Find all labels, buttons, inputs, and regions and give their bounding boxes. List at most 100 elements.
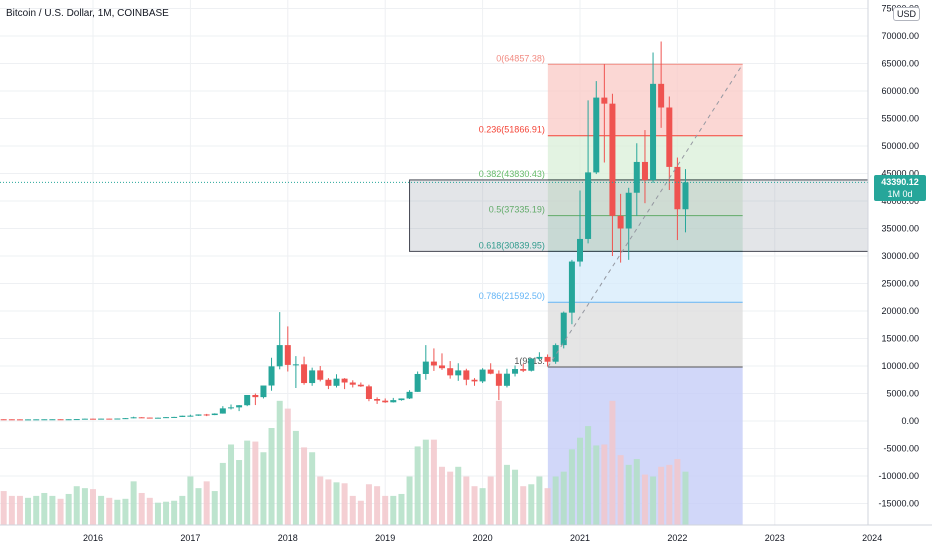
- time-tick-label: 2018: [278, 533, 298, 543]
- candle-body: [357, 384, 364, 387]
- volume-bar: [585, 426, 592, 525]
- candle-body: [487, 369, 494, 374]
- candle-body: [187, 415, 194, 417]
- price-axis[interactable]: 75000.0070000.0065000.0060000.0055000.00…: [867, 0, 932, 550]
- volume-bar: [520, 486, 527, 525]
- candle-body: [390, 400, 397, 403]
- candle-body: [301, 364, 308, 384]
- price-tick-label: 0.00: [901, 416, 919, 426]
- candle-body: [252, 394, 259, 398]
- candle-body: [560, 312, 567, 346]
- candle-body: [268, 366, 275, 386]
- candle-body: [422, 361, 429, 374]
- volume-bar: [260, 452, 267, 525]
- volume-bar: [211, 491, 218, 525]
- price-axis-bg: [868, 0, 932, 550]
- volume-bar: [430, 439, 437, 525]
- time-tick-label: 2017: [180, 533, 200, 543]
- candle-body: [171, 416, 178, 418]
- volume-bar: [512, 469, 519, 525]
- volume-bar: [163, 501, 170, 525]
- candle-body: [536, 356, 543, 359]
- fib-level-label: 0.618(30839.95): [479, 240, 545, 250]
- candle-body: [382, 400, 389, 403]
- volume-bar: [25, 497, 32, 525]
- candle-body: [292, 364, 299, 366]
- candle-body: [81, 418, 88, 420]
- volume-bar: [130, 481, 137, 525]
- fib-level-label: 0(64857.38): [496, 53, 545, 63]
- candle-body: [333, 378, 340, 386]
- volume-bar: [390, 495, 397, 525]
- candle-body: [430, 361, 437, 366]
- volume-bar: [171, 500, 178, 525]
- currency-button[interactable]: USD: [893, 7, 921, 21]
- last-price-tag: 43390.12 1M 0d: [874, 175, 926, 201]
- candle-body: [244, 394, 251, 406]
- volume-bar: [317, 476, 324, 525]
- volume-bar: [552, 476, 559, 525]
- candle-body: [106, 418, 113, 420]
- candle-body: [16, 419, 23, 421]
- candle-body: [495, 373, 502, 386]
- volume-bar: [536, 476, 543, 525]
- volume-bars: [0, 400, 689, 525]
- volume-bar: [49, 495, 56, 525]
- price-tick-label: 30000.00: [881, 251, 919, 261]
- volume-bar: [106, 497, 113, 525]
- volume-bar: [146, 497, 153, 525]
- candle-body: [122, 418, 129, 420]
- candle-body: [512, 369, 519, 374]
- volume-bar: [203, 481, 210, 525]
- candle-body: [179, 415, 186, 417]
- volume-bar: [406, 476, 413, 525]
- candle-body: [585, 172, 592, 239]
- price-tick-label: -5000.00: [883, 444, 919, 454]
- volume-bar: [593, 445, 600, 525]
- fib-level-label: 0.786(21592.50): [479, 291, 545, 301]
- volume-bar: [471, 486, 478, 525]
- price-tick-label: 40000.00: [881, 196, 919, 206]
- volume-bar: [544, 488, 551, 525]
- volume-bar: [33, 495, 40, 525]
- volume-bar: [228, 444, 235, 525]
- volume-bar: [447, 471, 454, 525]
- volume-bar: [382, 495, 389, 525]
- candle-body: [65, 419, 72, 421]
- candle-body: [228, 407, 235, 409]
- candle-body: [219, 408, 226, 414]
- last-price-value: 43390.12: [881, 177, 919, 187]
- time-tick-label: 2022: [667, 533, 687, 543]
- candle-body: [57, 419, 64, 421]
- candle-body: [349, 382, 356, 385]
- candle-body: [276, 345, 283, 367]
- price-tick-label: 60000.00: [881, 86, 919, 96]
- time-axis[interactable]: 2016 2017 2018 2019 2020 2021 2022 2023 2024: [0, 524, 932, 550]
- volume-bar: [633, 459, 640, 525]
- volume-bar: [374, 486, 381, 525]
- candle-body: [463, 370, 470, 380]
- candle-body: [406, 391, 413, 399]
- time-tick-label: 2016: [83, 533, 103, 543]
- price-tick-label: 20000.00: [881, 306, 919, 316]
- candle-body: [317, 370, 324, 380]
- volume-bar: [284, 408, 291, 525]
- candle-body: [617, 215, 624, 229]
- volume-bar: [560, 471, 567, 525]
- volume-bar: [41, 492, 48, 525]
- volume-bar: [252, 441, 259, 525]
- candle-body: [138, 417, 145, 419]
- price-tick-label: 5000.00: [886, 389, 919, 399]
- candle-body: [41, 419, 48, 421]
- volume-bar: [682, 471, 689, 525]
- volume-bar: [601, 444, 608, 525]
- volume-bar: [244, 440, 251, 525]
- candle-body: [163, 417, 170, 419]
- candle-body: [447, 368, 454, 376]
- volume-bar: [236, 460, 243, 525]
- volume-bar: [650, 476, 657, 525]
- volume-bar: [341, 483, 348, 525]
- volume-bar: [625, 464, 632, 525]
